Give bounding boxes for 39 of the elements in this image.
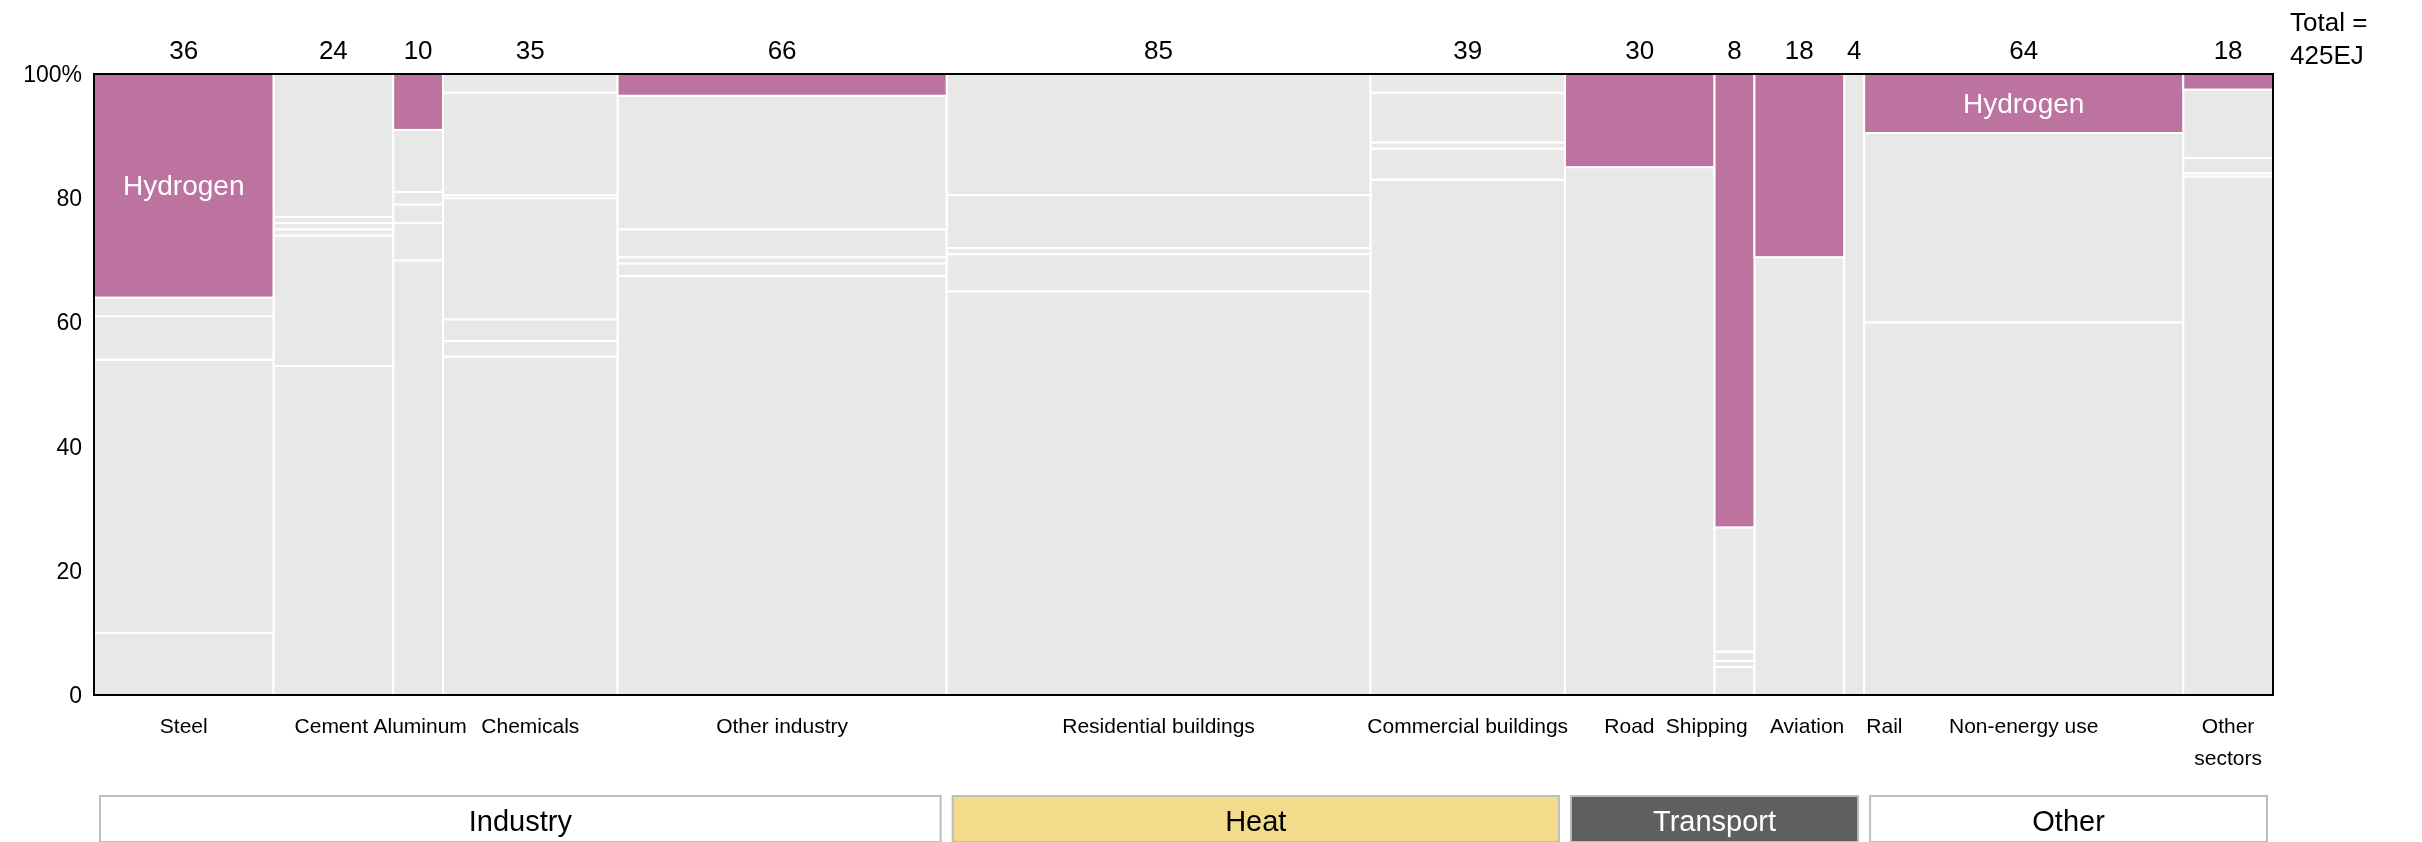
annotation: 18 bbox=[1784, 35, 1814, 65]
x-tick-label: Cement bbox=[294, 713, 369, 737]
x-tick-label: Chemicals bbox=[481, 713, 580, 737]
y-tick-label: 40 bbox=[56, 433, 82, 460]
x-tick-label: Aluminum bbox=[373, 713, 467, 737]
text: Industry bbox=[468, 805, 573, 837]
x-tick-label: Shipping bbox=[1665, 713, 1748, 737]
annotation: 8 bbox=[1727, 35, 1742, 65]
x-tick-label: Commercial buildings bbox=[1367, 713, 1569, 737]
annotation: 64 bbox=[2009, 35, 2039, 65]
text: Heat bbox=[1225, 805, 1287, 837]
annotation: 39 bbox=[1453, 35, 1483, 65]
annotation: 24 bbox=[318, 35, 348, 65]
series-label: Hydrogen bbox=[1962, 88, 2085, 119]
text: Transport bbox=[1653, 805, 1777, 837]
x-tick-label: Other industry bbox=[716, 713, 849, 737]
x-tick-label: Non-energy use bbox=[1948, 713, 2099, 737]
y-tick-label: 60 bbox=[56, 309, 82, 336]
x-tick-label: Road bbox=[1604, 713, 1655, 737]
y-tick-label: 20 bbox=[56, 557, 82, 584]
annotation: 30 bbox=[1625, 35, 1655, 65]
annotation: 36 bbox=[169, 35, 199, 65]
y-tick-label: 80 bbox=[56, 185, 82, 212]
x-tick-label: Residential buildings bbox=[1062, 713, 1255, 737]
x-tick-label: Rail bbox=[1866, 713, 1903, 737]
annotation: 10 bbox=[403, 35, 433, 65]
x-tick-label: Other sectors bbox=[2194, 713, 2262, 769]
x-tick-label: Aviation bbox=[1769, 713, 1845, 737]
annotation: 85 bbox=[1144, 35, 1174, 65]
text: Hydrogen bbox=[123, 170, 245, 202]
annotation: 18 bbox=[2213, 35, 2243, 65]
text: Total = 425EJ bbox=[2290, 7, 2368, 70]
annotation: 66 bbox=[767, 35, 797, 65]
annotation: 4 bbox=[1846, 35, 1862, 65]
annotation: 35 bbox=[515, 35, 545, 65]
x-tick-label: Steel bbox=[159, 713, 208, 737]
y-tick-label: 0 bbox=[69, 682, 82, 708]
text: Other bbox=[2032, 805, 2106, 837]
y-tick-label: 100% bbox=[23, 61, 82, 87]
